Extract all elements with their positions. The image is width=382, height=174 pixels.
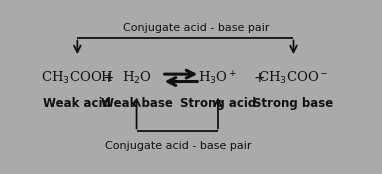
Text: CH$_3$COO$^-$: CH$_3$COO$^-$ (258, 70, 329, 86)
Text: Strong acid: Strong acid (180, 97, 256, 110)
Text: Conjugate acid - base pair: Conjugate acid - base pair (105, 141, 251, 151)
Text: Weak acid: Weak acid (44, 97, 111, 110)
Text: Conjugate acid - base pair: Conjugate acid - base pair (123, 23, 269, 33)
Text: H$_2$O: H$_2$O (121, 70, 152, 86)
Text: CH$_3$COOH: CH$_3$COOH (41, 70, 114, 86)
Text: +: + (254, 71, 265, 85)
Text: Weak base: Weak base (100, 97, 173, 110)
Text: H$_3$O$^+$: H$_3$O$^+$ (198, 69, 238, 86)
Text: Strong base: Strong base (253, 97, 333, 110)
Text: +: + (103, 71, 114, 85)
